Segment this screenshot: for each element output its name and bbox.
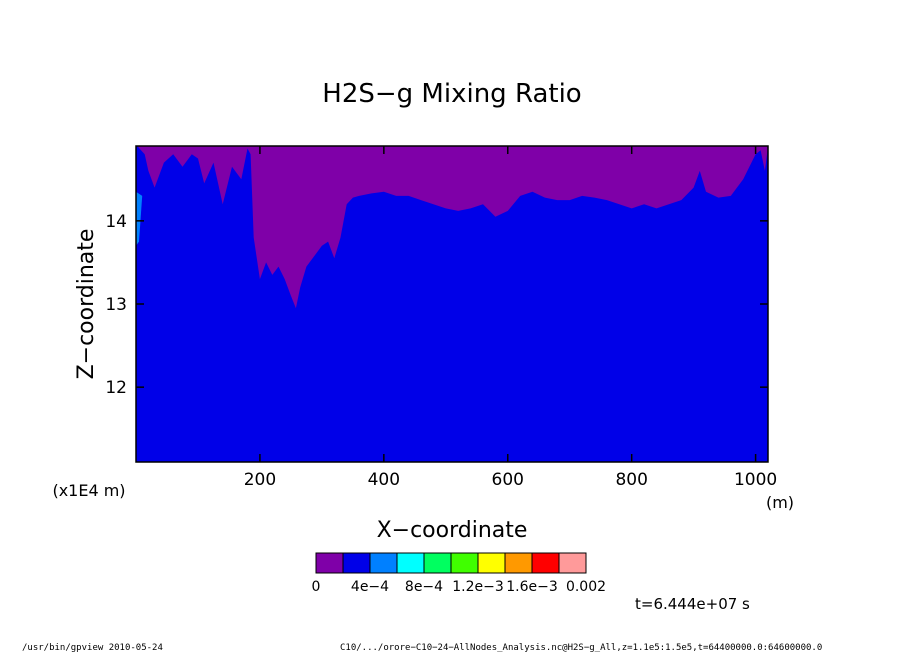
colorbar-swatch bbox=[396, 552, 425, 574]
colorbar-swatch bbox=[504, 552, 533, 574]
chart-title: H2S−g Mixing Ratio bbox=[322, 79, 581, 109]
footer-right: C10/.../orore−C10−24−AllNodes_Analysis.n… bbox=[340, 643, 822, 653]
x-tick-label: 800 bbox=[615, 470, 647, 490]
colorbar-tick-label: 4e−4 bbox=[351, 579, 389, 595]
y-axis-label: Z−coordinate bbox=[74, 229, 99, 380]
colorbar-tick-label: 0 bbox=[312, 579, 321, 595]
colorbar-swatch bbox=[531, 552, 560, 574]
y-tick-label: 14 bbox=[105, 212, 127, 232]
x-tick-label: 200 bbox=[244, 470, 276, 490]
x-tick-label: 400 bbox=[368, 470, 400, 490]
edge-accent-region bbox=[136, 191, 143, 246]
colorbar-swatch bbox=[450, 552, 479, 574]
y-axis-ticks: 12 13 14 bbox=[105, 212, 768, 398]
colorbar-tick-label: 8e−4 bbox=[405, 579, 443, 595]
x-axis-ticks: 200 400 600 800 1000 bbox=[244, 146, 777, 490]
time-annotation: t=6.444e+07 s bbox=[635, 595, 750, 613]
x-axis-label: X−coordinate bbox=[377, 518, 528, 543]
colorbar-swatch bbox=[315, 552, 344, 574]
colorbar-swatch bbox=[369, 552, 398, 574]
colorbar-tick-label: 1.2e−3 bbox=[452, 579, 504, 595]
y-axis-scale: (x1E4 m) bbox=[52, 481, 125, 500]
x-tick-label: 1000 bbox=[734, 470, 777, 490]
colorbar-tick-label: 0.002 bbox=[566, 579, 606, 595]
colorbar-swatch bbox=[477, 552, 506, 574]
colorbar-labels: 0 4e−4 8e−4 1.2e−3 1.6e−3 0.002 bbox=[312, 579, 607, 595]
y-tick-label: 12 bbox=[105, 378, 127, 398]
plot-area bbox=[135, 145, 769, 463]
y-tick-label: 13 bbox=[105, 295, 127, 315]
high-value-region bbox=[136, 146, 768, 309]
colorbar-swatch bbox=[342, 552, 371, 574]
colorbar bbox=[315, 552, 587, 574]
x-tick-label: 600 bbox=[492, 470, 524, 490]
colorbar-swatch bbox=[423, 552, 452, 574]
colorbar-tick-label: 1.6e−3 bbox=[506, 579, 558, 595]
footer-left: /usr/bin/gpview 2010-05-24 bbox=[22, 643, 163, 653]
colorbar-swatch bbox=[558, 552, 587, 574]
x-axis-unit: (m) bbox=[766, 493, 794, 512]
